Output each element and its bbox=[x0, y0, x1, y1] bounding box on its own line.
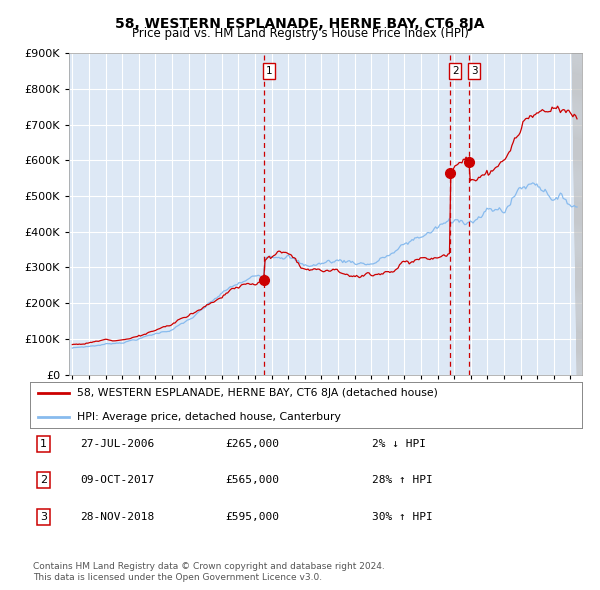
Text: 2% ↓ HPI: 2% ↓ HPI bbox=[372, 439, 426, 448]
Text: £565,000: £565,000 bbox=[225, 476, 279, 485]
Text: 1: 1 bbox=[40, 439, 47, 448]
Text: £265,000: £265,000 bbox=[225, 439, 279, 448]
Text: Price paid vs. HM Land Registry's House Price Index (HPI): Price paid vs. HM Land Registry's House … bbox=[131, 27, 469, 40]
Text: 2: 2 bbox=[452, 66, 458, 76]
Text: 1: 1 bbox=[266, 66, 273, 76]
Text: HPI: Average price, detached house, Canterbury: HPI: Average price, detached house, Cant… bbox=[77, 412, 341, 422]
Text: This data is licensed under the Open Government Licence v3.0.: This data is licensed under the Open Gov… bbox=[33, 572, 322, 582]
Text: Contains HM Land Registry data © Crown copyright and database right 2024.: Contains HM Land Registry data © Crown c… bbox=[33, 562, 385, 571]
Text: 09-OCT-2017: 09-OCT-2017 bbox=[80, 476, 154, 485]
Text: 28% ↑ HPI: 28% ↑ HPI bbox=[372, 476, 433, 485]
Text: 58, WESTERN ESPLANADE, HERNE BAY, CT6 8JA (detached house): 58, WESTERN ESPLANADE, HERNE BAY, CT6 8J… bbox=[77, 388, 438, 398]
Text: 2: 2 bbox=[40, 476, 47, 485]
Text: £595,000: £595,000 bbox=[225, 512, 279, 522]
Text: 3: 3 bbox=[471, 66, 478, 76]
Text: 27-JUL-2006: 27-JUL-2006 bbox=[80, 439, 154, 448]
Text: 58, WESTERN ESPLANADE, HERNE BAY, CT6 8JA: 58, WESTERN ESPLANADE, HERNE BAY, CT6 8J… bbox=[115, 17, 485, 31]
Text: 3: 3 bbox=[40, 512, 47, 522]
Text: 30% ↑ HPI: 30% ↑ HPI bbox=[372, 512, 433, 522]
Text: 28-NOV-2018: 28-NOV-2018 bbox=[80, 512, 154, 522]
